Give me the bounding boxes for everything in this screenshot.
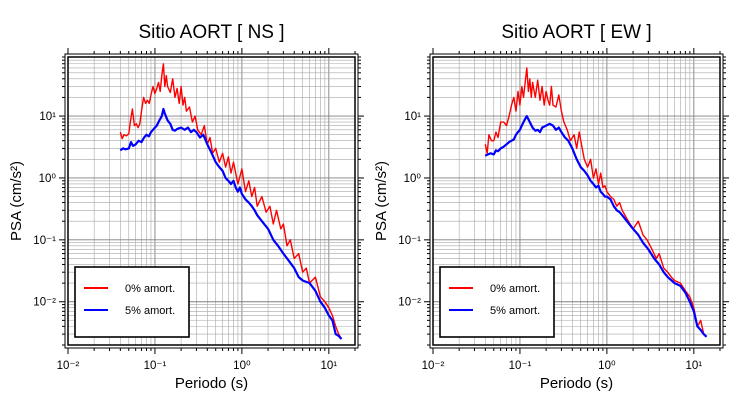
series-line-undamped [484,67,707,337]
chart-title: Sitio AORT [ EW ] [501,22,651,43]
series-line-undamped [119,63,343,340]
legend: 0% amort. 5% amort. [439,266,555,338]
legend-box [439,266,555,338]
x-tick-label: 10¹ [686,360,703,372]
y-tick-label: 10⁰ [404,173,422,185]
x-tick-label: 10⁻¹ [509,360,532,372]
y-tick-label: 10⁻¹ [33,235,56,247]
y-tick-label: 10⁻² [398,297,421,309]
series-line-damped [119,107,343,340]
plot-frame-outer [64,53,359,349]
y-tick-label: 10⁻¹ [398,235,421,247]
x-axis-label: Periodo (s) [175,375,248,392]
legend: 0% amort. 5% amort. [74,266,190,338]
legend-label: 5% amort. [125,305,175,317]
chart-panel-2: 10⁻² 10⁻¹ 10⁰ 10¹ 10⁻² 10⁻¹ 10⁰ 10¹ Sitio AORT [… [373,22,729,392]
x-tick-label: 10⁰ [233,360,251,372]
chart-title: Sitio AORT [ NS ] [138,22,284,43]
plot-frame [432,56,721,346]
x-tick-label: 10⁻² [57,360,80,372]
x-tick-label: 10⁻¹ [144,360,167,372]
tick-marks [59,48,364,354]
y-tick-label: 10¹ [404,111,421,123]
legend-label: 0% amort. [125,283,175,295]
y-tick-label: 10⁰ [39,173,57,185]
legend-label: 5% amort. [490,305,540,317]
y-tick-label: 10⁻² [33,297,56,309]
x-tick-label: 10¹ [321,360,338,372]
y-tick-label: 10¹ [39,111,56,123]
tick-marks [424,48,729,354]
y-axis-label: PSA (cm/s²) [373,161,390,241]
x-tick-label: 10⁻² [422,360,445,372]
plot-frame [67,56,356,346]
series-line-damped [484,115,708,338]
chart-panel-1: 10⁻² 10⁻¹ 10⁰ 10¹ 10⁻² 10⁻¹ 10⁰ 10¹ Sitio AORT [… [8,22,364,392]
legend-label: 0% amort. [490,283,540,295]
x-tick-label: 10⁰ [598,360,616,372]
x-axis-label: Periodo (s) [540,375,613,392]
plot-frame-outer [429,53,724,349]
legend-box [74,266,190,338]
y-axis-label: PSA (cm/s²) [8,161,25,241]
